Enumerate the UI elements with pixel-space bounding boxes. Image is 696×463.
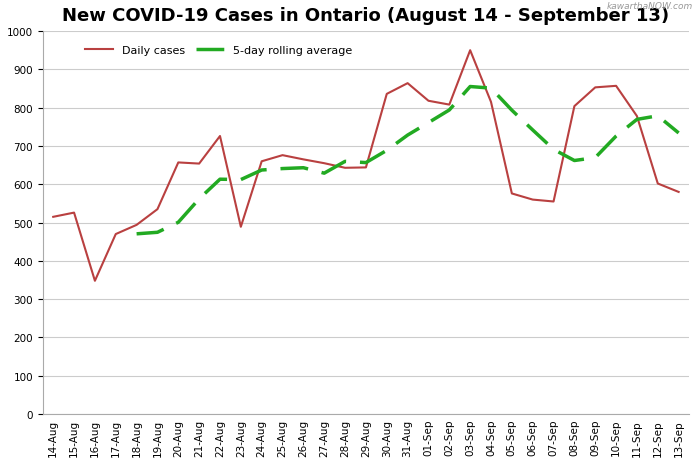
Daily cases [654, 181, 662, 187]
5-day rolling average [445, 108, 454, 113]
Daily cases [633, 114, 641, 119]
5-day rolling average [132, 232, 141, 237]
5-day rolling average [466, 85, 475, 90]
5-day rolling average [404, 133, 412, 138]
Daily cases [132, 223, 141, 228]
5-day rolling average [591, 156, 599, 161]
Daily cases [507, 191, 516, 197]
Daily cases [362, 165, 370, 171]
5-day rolling average [674, 131, 683, 137]
5-day rolling average [487, 86, 495, 92]
5-day rolling average [549, 147, 557, 153]
5-day rolling average [654, 114, 662, 119]
Daily cases [570, 104, 578, 110]
Daily cases [111, 232, 120, 238]
5-day rolling average [383, 148, 391, 154]
Daily cases [299, 157, 308, 163]
5-day rolling average [570, 158, 578, 164]
Daily cases [320, 161, 329, 167]
Daily cases [487, 100, 495, 106]
Daily cases [404, 81, 412, 87]
Daily cases [216, 134, 224, 139]
Legend: Daily cases, 5-day rolling average: Daily cases, 5-day rolling average [81, 41, 356, 60]
Daily cases [90, 278, 99, 284]
5-day rolling average [612, 134, 620, 139]
5-day rolling average [362, 161, 370, 166]
Daily cases [425, 99, 433, 104]
Daily cases [278, 153, 287, 159]
5-day rolling average [633, 117, 641, 123]
Daily cases [674, 190, 683, 195]
5-day rolling average [425, 120, 433, 126]
Daily cases [195, 162, 203, 167]
Daily cases [237, 225, 245, 230]
5-day rolling average [528, 128, 537, 133]
Line: Daily cases: Daily cases [53, 51, 679, 281]
Daily cases [70, 210, 78, 216]
Daily cases [258, 159, 266, 165]
Daily cases [549, 199, 557, 205]
5-day rolling average [258, 168, 266, 174]
5-day rolling average [174, 220, 182, 225]
Daily cases [153, 207, 161, 213]
5-day rolling average [153, 230, 161, 236]
5-day rolling average [278, 166, 287, 172]
5-day rolling average [237, 177, 245, 183]
Daily cases [528, 197, 537, 203]
Daily cases [466, 48, 475, 54]
Daily cases [49, 214, 57, 220]
5-day rolling average [320, 171, 329, 176]
Daily cases [445, 103, 454, 108]
Daily cases [591, 85, 599, 91]
Line: 5-day rolling average: 5-day rolling average [136, 88, 679, 234]
5-day rolling average [507, 108, 516, 114]
Daily cases [383, 92, 391, 97]
Daily cases [174, 160, 182, 166]
5-day rolling average [299, 166, 308, 171]
5-day rolling average [195, 197, 203, 202]
5-day rolling average [341, 159, 349, 165]
Daily cases [341, 166, 349, 171]
Daily cases [612, 84, 620, 89]
5-day rolling average [216, 177, 224, 182]
Text: kawarthaNOW.com: kawarthaNOW.com [606, 2, 693, 11]
Title: New COVID-19 Cases in Ontario (August 14 - September 13): New COVID-19 Cases in Ontario (August 14… [63, 7, 670, 25]
